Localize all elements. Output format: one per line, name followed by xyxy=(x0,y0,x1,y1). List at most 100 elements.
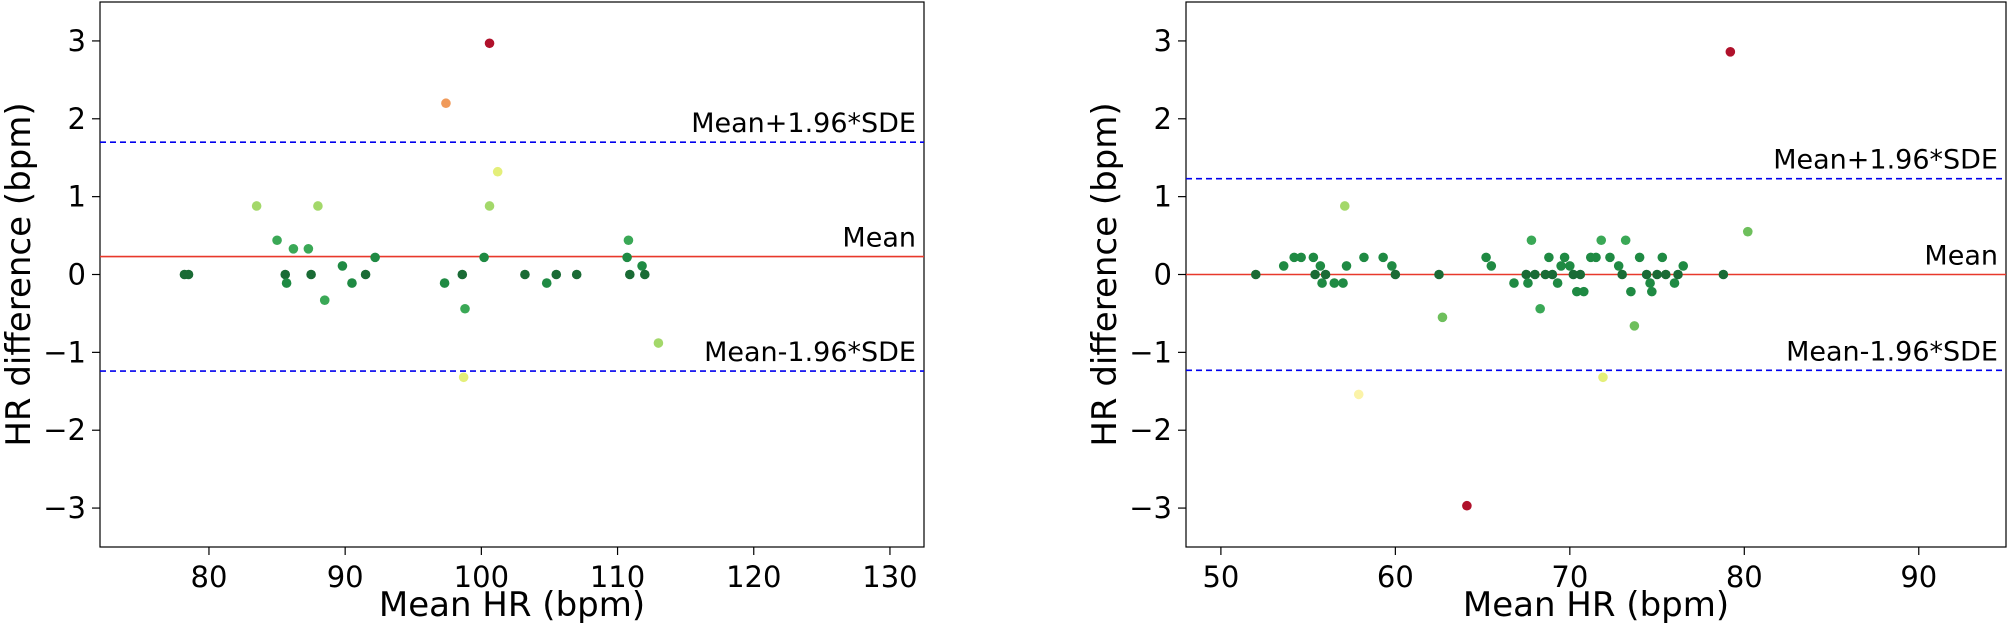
p1-data-point xyxy=(1353,389,1364,400)
p0-data-point xyxy=(441,98,451,109)
p0-data-point xyxy=(541,278,552,288)
left-plot: 80 90 100 110 120 130 −3 −2 −1 0 1 2 3 Mean HR (bpm) H… xyxy=(0,1,925,625)
p0-data-point xyxy=(251,201,262,211)
p0-data-point xyxy=(337,261,348,271)
p0-data-point xyxy=(280,269,291,280)
p1-data-point xyxy=(1387,261,1397,271)
p0-y-tick-label: 1 xyxy=(68,180,86,214)
p0-data-point xyxy=(439,278,450,288)
p1-data-point xyxy=(1390,269,1401,280)
p1-data-point xyxy=(1669,278,1680,288)
p0-data-point xyxy=(306,269,316,280)
p1-data-point xyxy=(1338,278,1348,288)
p1-data-point xyxy=(1559,252,1570,263)
p1-data-point xyxy=(1540,269,1551,280)
p1-data-point xyxy=(1289,252,1299,263)
p0-y-tick-label: 3 xyxy=(68,24,86,58)
p0-data-point xyxy=(484,38,495,49)
p1-data-point xyxy=(1626,286,1636,297)
p1-data-point xyxy=(1652,269,1662,280)
p1-data-point xyxy=(1673,269,1683,280)
p1-data-point xyxy=(1378,252,1388,263)
p1-x-axis-label: Mean HR (bpm) xyxy=(1463,585,1729,625)
p1-y-tick-label: 2 xyxy=(1154,102,1172,136)
p1-data-point xyxy=(1657,252,1668,263)
p1-y-tick-label: 0 xyxy=(1154,258,1172,292)
p1-data-point xyxy=(1629,321,1640,331)
p1-reference-line-label: Mean xyxy=(1924,241,1998,272)
p0-axes-frame xyxy=(99,1,925,548)
p0-data-point xyxy=(520,269,530,280)
p0-data-point xyxy=(360,269,371,280)
p1-data-point xyxy=(1742,226,1753,237)
p1-data-point xyxy=(1434,269,1444,280)
p0-data-point xyxy=(460,303,470,314)
p0-x-tick-label: 100 xyxy=(454,560,509,594)
p1-data-point xyxy=(1481,252,1491,263)
p1-reference-line-label: Mean-1.96*SDE xyxy=(1786,336,1998,367)
p0-data-point xyxy=(639,269,650,280)
p0-data-point xyxy=(303,244,314,254)
p0-data-point xyxy=(625,269,635,280)
p1-data-point xyxy=(1547,269,1558,280)
p1-data-point xyxy=(1718,269,1729,280)
p1-data-point xyxy=(1359,252,1369,263)
p1-data-point xyxy=(1526,235,1537,246)
p1-data-point xyxy=(1725,47,1736,57)
p1-x-tick-label: 80 xyxy=(1726,560,1763,594)
p1-data-point xyxy=(1296,252,1306,263)
p1-data-point xyxy=(1544,252,1554,263)
p0-data-point xyxy=(458,372,469,383)
p0-x-tick-label: 80 xyxy=(191,560,228,594)
p1-data-point xyxy=(1575,269,1586,280)
p1-data-point xyxy=(1572,286,1582,297)
p1-data-point xyxy=(1320,269,1331,280)
p1-data-point xyxy=(1523,278,1533,288)
p1-data-point xyxy=(1339,201,1350,211)
p1-data-point xyxy=(1437,312,1448,323)
p0-x-tick-label: 90 xyxy=(327,560,364,594)
p1-y-axis-label: HR difference (bpm) xyxy=(1085,102,1125,446)
p0-data-point xyxy=(370,252,380,263)
p0-data-point xyxy=(288,244,299,254)
p1-data-point xyxy=(1634,252,1645,263)
p1-data-point xyxy=(1613,261,1624,271)
p1-x-tick-label: 70 xyxy=(1551,560,1588,594)
p1-data-point xyxy=(1678,261,1689,271)
p0-data-point xyxy=(347,278,357,288)
p1-data-point xyxy=(1530,269,1540,280)
p0-data-point xyxy=(479,252,489,263)
p1-data-point xyxy=(1317,278,1327,288)
p0-y-tick-label: 0 xyxy=(68,258,86,292)
p1-data-point xyxy=(1310,269,1320,280)
p0-data-point xyxy=(622,252,632,263)
p0-x-tick-label: 130 xyxy=(862,560,917,594)
p0-y-tick-label: 2 xyxy=(68,102,86,136)
p0-data-point xyxy=(492,166,503,177)
p1-data-point xyxy=(1509,278,1519,288)
p1-data-point xyxy=(1598,372,1608,383)
p1-data-point xyxy=(1308,252,1319,263)
p0-data-point xyxy=(653,338,664,348)
p1-data-point xyxy=(1341,261,1352,271)
p0-data-point xyxy=(637,261,647,271)
p0-x-axis-label: Mean HR (bpm) xyxy=(379,585,645,625)
p0-x-tick-label: 120 xyxy=(726,560,781,594)
p1-data-point xyxy=(1278,261,1289,271)
p0-data-point xyxy=(183,269,194,280)
p1-x-tick-label: 60 xyxy=(1377,560,1414,594)
p1-data-point xyxy=(1647,286,1657,297)
p0-y-tick-label: −1 xyxy=(43,335,86,369)
p0-y-axis-label: HR difference (bpm) xyxy=(0,102,39,446)
p1-data-point xyxy=(1556,261,1566,271)
p0-y-tick-label: −2 xyxy=(43,413,86,447)
p1-data-point xyxy=(1250,269,1261,280)
p0-data-point xyxy=(457,269,468,280)
p1-data-point xyxy=(1552,278,1563,288)
p1-x-tick-label: 90 xyxy=(1900,560,1937,594)
p1-data-point xyxy=(1596,235,1607,246)
p1-x-tick-label: 50 xyxy=(1202,560,1239,594)
p0-data-point xyxy=(319,295,330,305)
p1-data-point xyxy=(1641,269,1652,280)
